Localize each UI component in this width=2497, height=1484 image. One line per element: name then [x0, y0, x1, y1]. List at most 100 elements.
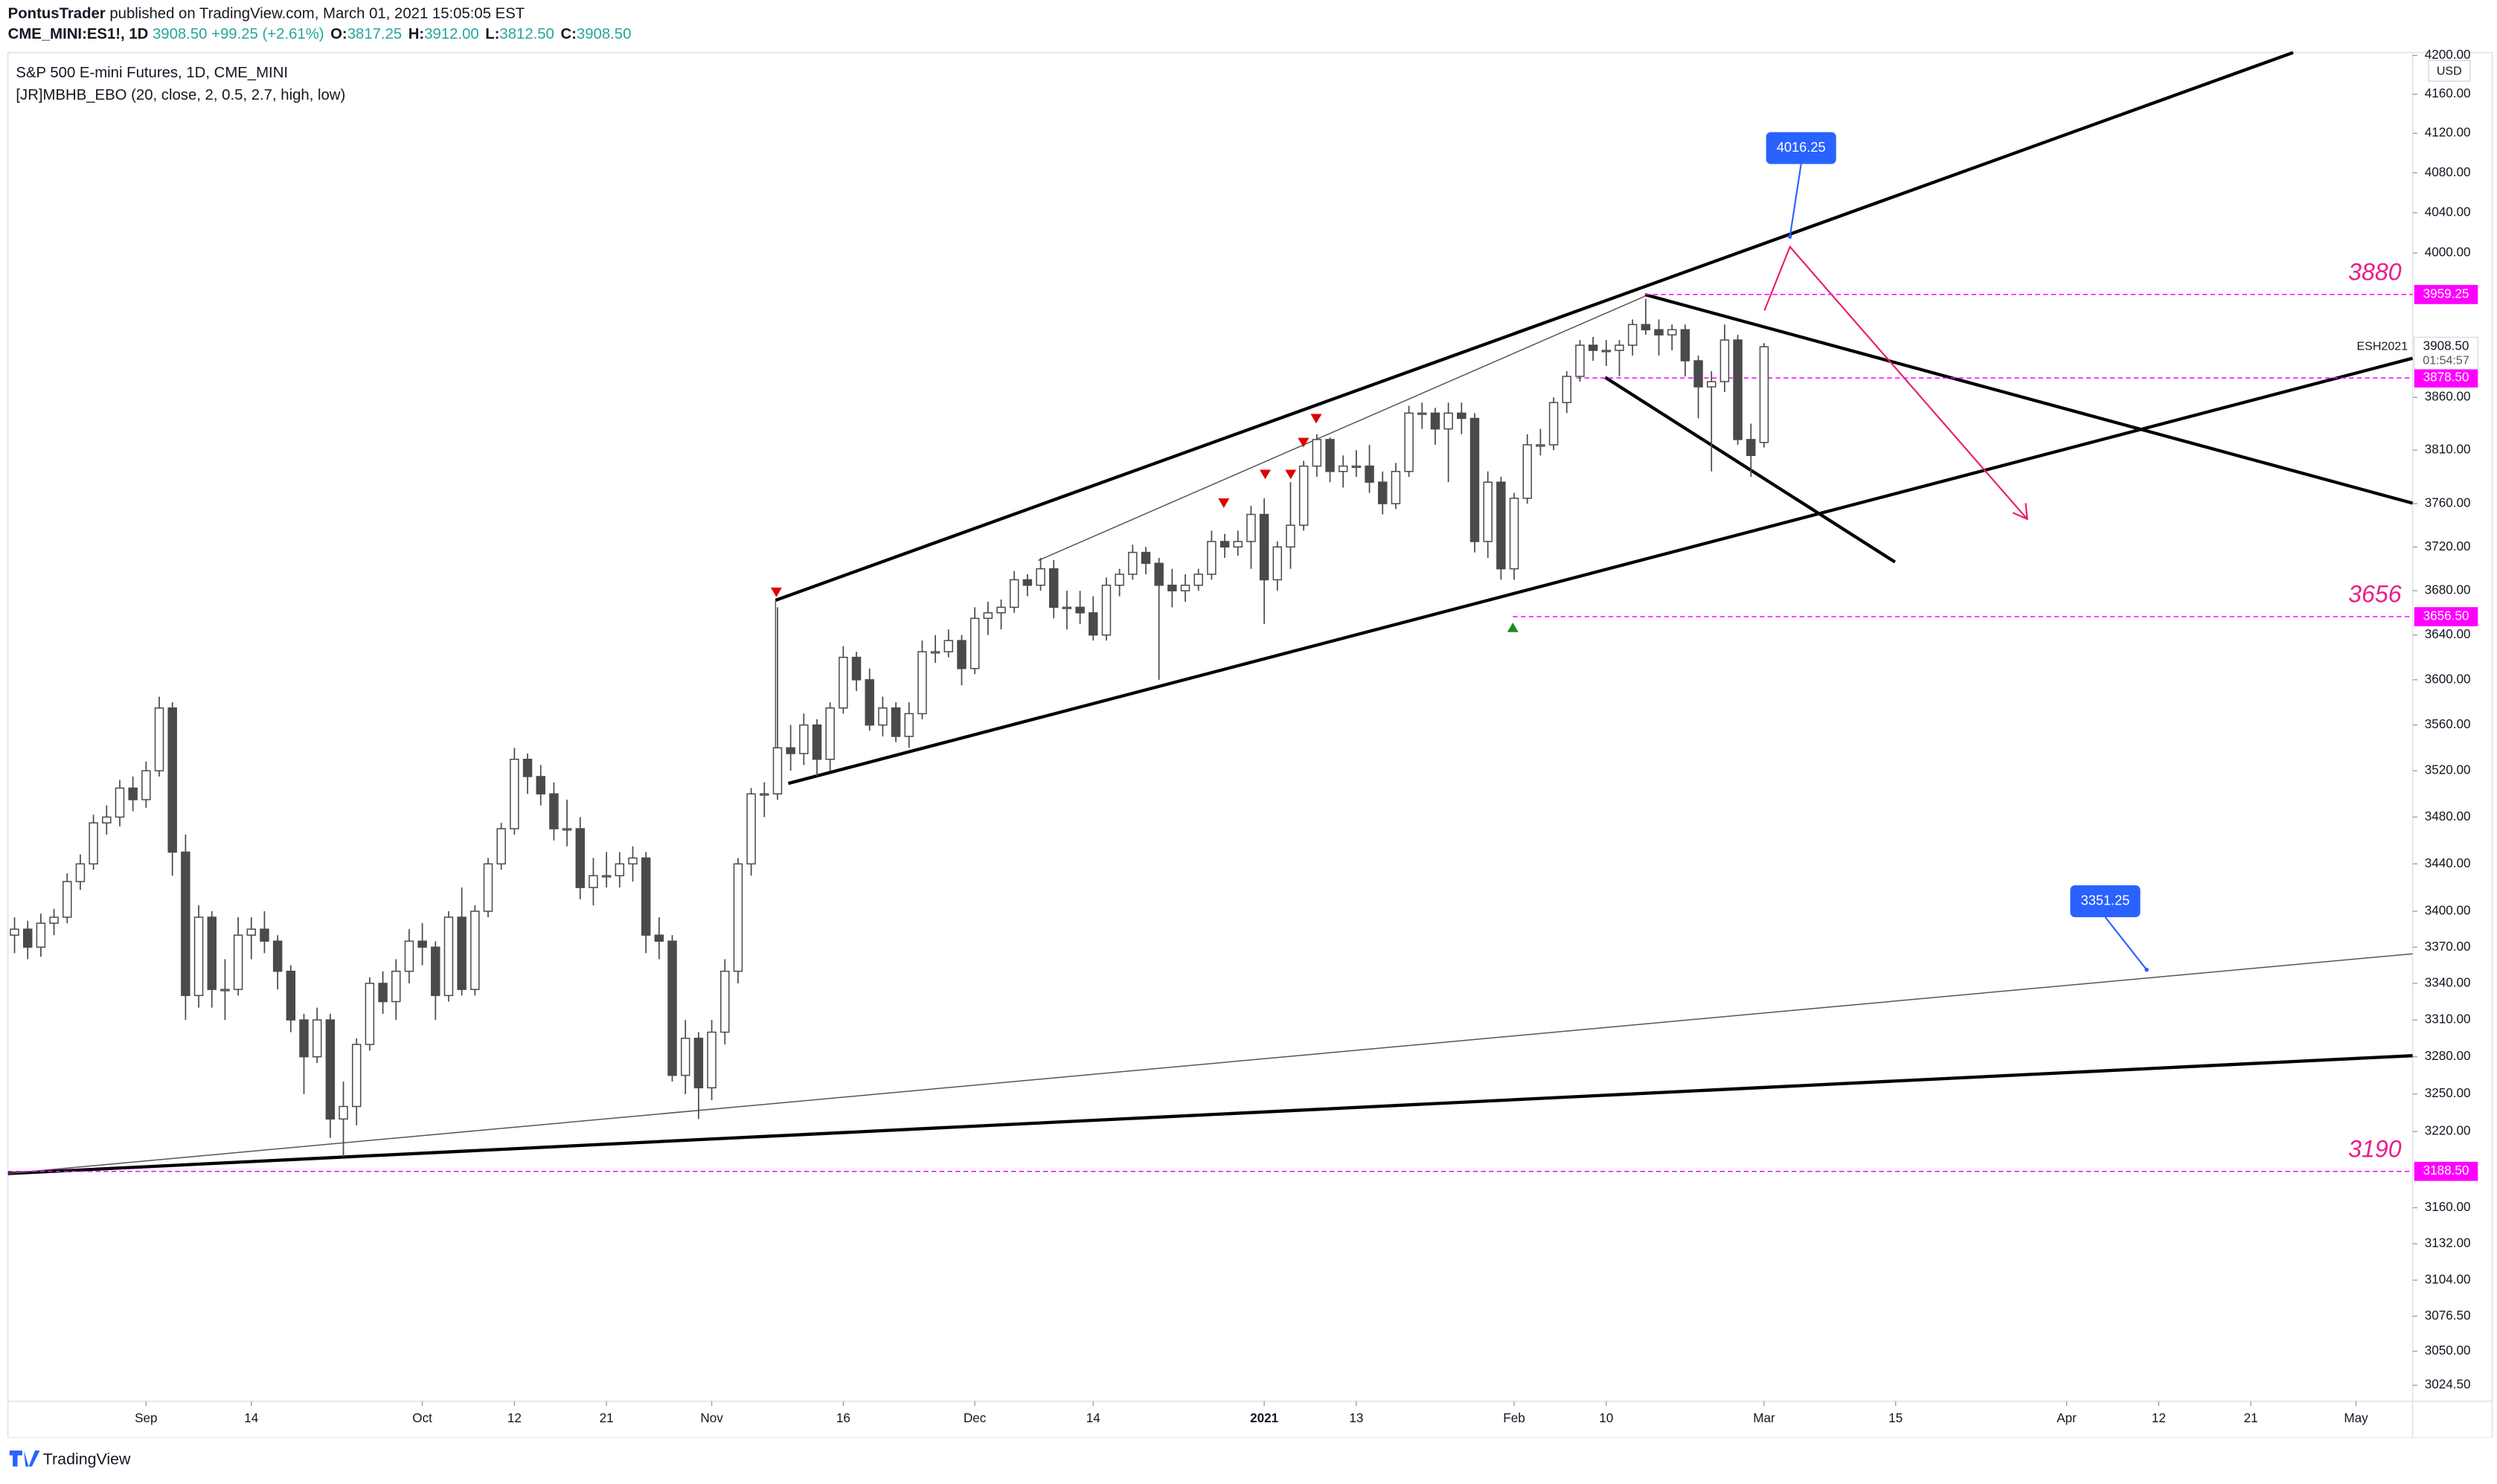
- channel-inner: [1038, 295, 1646, 562]
- wedge-upper: [1644, 292, 2414, 505]
- candle-body: [1351, 465, 1362, 469]
- price-tag: [2414, 368, 2478, 388]
- candle-body: [1009, 579, 1019, 608]
- ohlc-label: H:: [408, 26, 424, 42]
- x-tick-label: Nov: [700, 1411, 723, 1425]
- candle-body: [1219, 541, 1230, 548]
- y-tick-label: 4000.00: [2425, 245, 2471, 260]
- contract-symbol: ESH2021: [2356, 339, 2408, 353]
- last-price-marker: [2414, 336, 2478, 370]
- x-tick-label: May: [2344, 1411, 2368, 1425]
- candle-body: [89, 822, 98, 865]
- price-tag-label: 3188.50: [2423, 1163, 2469, 1178]
- y-tick-label: 3520.00: [2425, 763, 2471, 777]
- channel-upper: [775, 51, 2294, 603]
- candle-body: [851, 656, 862, 681]
- callout-label: 4016.25: [1777, 140, 1826, 155]
- candle-body: [536, 776, 545, 794]
- ohlc-value: 3812.50: [499, 26, 554, 42]
- y-tick-label: 3104.00: [2425, 1272, 2471, 1286]
- published: published on TradingView.com, March 01, …: [109, 6, 525, 22]
- ohlc-value: 3912.00: [424, 26, 478, 42]
- ohlc-label: L:: [485, 26, 499, 42]
- symbol-line: CME_MINI:ES1!, 1D 3908.50 +99.25 (+2.61%…: [8, 26, 632, 42]
- price-tag: [2414, 1161, 2478, 1181]
- candle-body: [483, 863, 493, 912]
- candle-body: [1469, 417, 1480, 542]
- candle-body: [1062, 606, 1072, 609]
- candle-body: [1154, 562, 1164, 586]
- y-tick-label: 3810.00: [2425, 443, 2471, 457]
- x-tick-label: Feb: [1503, 1411, 1525, 1425]
- author: PontusTrader: [8, 6, 106, 22]
- candle-body: [1733, 339, 1743, 440]
- candle-body: [220, 989, 230, 992]
- candle-body: [1180, 585, 1190, 591]
- candle-body: [1483, 481, 1493, 542]
- ohlc-value: 3817.25: [347, 26, 402, 42]
- candle-body: [272, 940, 283, 972]
- candle-body: [1141, 551, 1151, 565]
- y-tick-label: 4040.00: [2425, 205, 2471, 219]
- candle-body: [181, 851, 190, 997]
- candle-body: [339, 1105, 348, 1120]
- x-tick-label: 14: [244, 1411, 259, 1425]
- candle-body: [1615, 344, 1624, 351]
- candle-body: [1365, 465, 1374, 483]
- y-tick-label: 3600.00: [2425, 672, 2471, 686]
- candle-body: [760, 793, 769, 796]
- candle-body: [1075, 606, 1085, 614]
- y-tick-label: 3250.00: [2425, 1086, 2471, 1100]
- candle-body: [141, 770, 151, 800]
- candle-body: [680, 1038, 690, 1076]
- candle-body: [102, 816, 112, 823]
- candle-body: [378, 983, 388, 1003]
- price-tag-label: 3656.50: [2423, 609, 2469, 623]
- candle-body: [983, 612, 993, 620]
- last-price-label: 3908.50: [2423, 339, 2469, 353]
- candle-body: [1246, 513, 1256, 542]
- candle-body: [930, 651, 940, 654]
- price-annotation: 3190: [2348, 1135, 2402, 1162]
- symbol: CME_MINI:ES1!, 1D: [8, 26, 149, 42]
- callout-line: [2104, 916, 2147, 971]
- y-tick-label: 3340.00: [2425, 975, 2471, 989]
- candle-body: [1049, 568, 1059, 608]
- candle-body: [575, 828, 586, 888]
- callout-line: [1789, 164, 1802, 237]
- candle-body: [1417, 412, 1427, 415]
- y-tick-label: 3220.00: [2425, 1124, 2471, 1138]
- candle-body: [10, 928, 19, 936]
- candle-body: [1548, 402, 1559, 446]
- ohlc-label: O:: [330, 26, 347, 42]
- price-tag: [2414, 607, 2478, 626]
- candle-body: [904, 713, 914, 737]
- candle-body: [1522, 444, 1532, 499]
- candle-body: [1259, 513, 1269, 581]
- candle-body: [996, 606, 1006, 614]
- candle-body: [878, 707, 888, 726]
- candle-body: [825, 707, 835, 760]
- brand: TradingView: [43, 1451, 131, 1468]
- candle-body: [22, 928, 33, 948]
- candle-body: [667, 940, 677, 1076]
- candle-body: [1627, 324, 1638, 346]
- candle-body: [1128, 551, 1138, 575]
- y-tick-label: 3160.00: [2425, 1200, 2471, 1214]
- signals: [770, 414, 1519, 632]
- y-tick-label: 4120.00: [2425, 126, 2471, 140]
- candle-body: [1680, 329, 1690, 362]
- footer: [0, 1437, 2497, 1484]
- wedge-lower: [1604, 376, 1897, 564]
- x-tick-label: 12: [507, 1411, 522, 1425]
- candle-body: [1286, 524, 1295, 548]
- candle-body: [260, 928, 269, 942]
- y-tick-label: 3280.00: [2425, 1049, 2471, 1063]
- candle-body: [601, 875, 612, 878]
- x-tick-label: Mar: [1753, 1411, 1775, 1425]
- candle-body: [943, 640, 954, 652]
- countdown: 01:54:57: [2423, 354, 2469, 367]
- candle-body: [417, 940, 427, 948]
- candle-body: [1562, 376, 1571, 403]
